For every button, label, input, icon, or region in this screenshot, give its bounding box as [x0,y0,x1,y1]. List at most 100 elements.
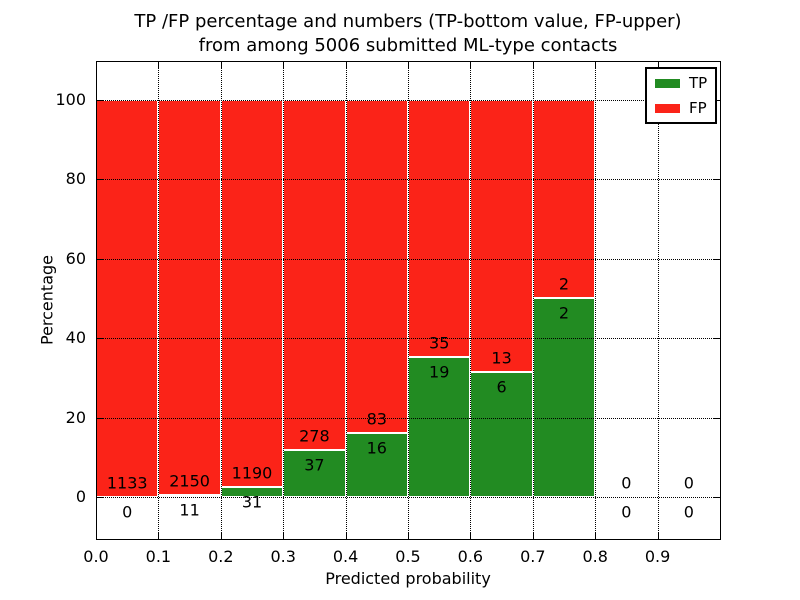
fp-count-label: 35 [429,333,450,353]
x-tick-bottom [470,532,472,538]
x-tick-bottom [283,532,285,538]
y-gridline [96,338,720,340]
x-gridline [283,61,285,539]
tp-count-label: 37 [304,455,325,475]
y-tick-left [97,179,103,181]
fp-bar-segment [220,99,284,487]
fp-count-label: 278 [299,426,330,446]
x-tick-label: 0.1 [145,547,172,566]
x-tick-bottom [408,532,409,538]
y-tick-right [713,417,719,419]
legend-label-fp: FP [689,99,707,117]
fp-count-label: 13 [491,348,512,368]
x-tick-top [96,62,97,68]
x-axis-label: Predicted probability [325,569,491,588]
tp-bar-segment [470,371,533,497]
x-tick-top [657,62,659,68]
x-gridline [220,61,222,539]
y-tick-left [97,258,103,260]
x-tick-label: 0.0 [83,547,109,566]
fp-bar-segment [158,99,221,495]
x-tick-label: 0.6 [457,547,484,566]
x-gridline [158,61,160,539]
x-tick-top [345,62,347,68]
tp-count-label: 0 [122,502,133,522]
x-gridline [345,61,347,539]
tp-count-label: 16 [366,438,387,458]
fp-bar-segment [345,99,408,433]
x-tick-top [408,62,409,68]
fp-count-label: 2 [558,274,570,294]
tp-count-label: 6 [496,377,507,397]
x-gridline [657,61,659,539]
fp-bar-segment [470,99,533,372]
x-gridline [470,61,472,539]
fp-count-label: 1190 [231,463,273,483]
y-gridline [96,99,720,101]
x-tick-label: 0.4 [332,547,359,566]
tp-bar-segment [283,450,346,497]
y-tick-label: 60 [65,248,86,268]
x-tick-bottom [220,532,222,538]
x-tick-bottom [532,532,534,538]
x-tick-bottom [595,532,597,538]
chart-title-line1: TP /FP percentage and numbers (TP-bottom… [134,11,682,32]
x-tick-top [283,62,285,68]
x-tick-bottom [657,532,659,538]
tp-color-swatch [655,78,680,88]
y-tick-left [97,99,103,101]
x-tick-label: 0.5 [395,547,421,566]
x-gridline [532,61,534,539]
y-tick-right [713,338,719,340]
tp-count-label: 2 [558,303,570,323]
x-tick-top [470,62,472,68]
y-tick-left [97,417,103,419]
y-gridline [96,258,720,260]
fp-bar-segment [96,99,159,497]
y-tick-left [97,496,103,498]
tp-count-label: 31 [241,492,263,512]
x-tick-bottom [96,532,97,538]
legend-entry-fp: FP [655,100,707,116]
chart-title: TP /FP percentage and numbers (TP-bottom… [96,10,720,58]
y-tick-right [713,179,719,181]
fp-count-label: 0 [621,473,632,493]
y-tick-label: 20 [65,407,86,427]
x-tick-top [220,62,222,68]
x-tick-label: 0.3 [270,547,296,566]
fp-bar-segment [532,99,596,299]
fp-color-swatch [655,103,680,113]
chart-title-line2: from among 5006 submitted ML-type contac… [198,35,618,56]
tp-count-label: 19 [429,362,450,382]
y-tick-left [97,338,103,340]
fp-bar-segment [283,99,346,451]
fp-count-label: 2150 [169,471,210,491]
fp-count-label: 0 [683,473,694,493]
tp-bar-segment [532,298,596,497]
y-tick-right [713,496,719,498]
fp-count-label: 83 [366,409,387,429]
y-tick-label: 0 [75,486,86,506]
x-tick-label: 0.8 [582,547,608,566]
fp-count-label: 1133 [106,473,148,493]
tp-count-label: 11 [179,500,200,520]
x-tick-top [158,62,160,68]
x-tick-top [532,62,534,68]
y-tick-label: 100 [55,89,86,109]
tp-count-label: 0 [621,502,632,522]
x-tick-bottom [158,532,160,538]
x-tick-label: 0.7 [520,547,546,566]
y-tick-label: 80 [65,169,86,189]
x-tick-top [595,62,597,68]
x-gridline [408,61,409,539]
fp-bar-segment [408,99,471,358]
x-tick-label: 0.2 [208,547,234,566]
y-gridline [96,417,720,419]
x-tick-label: 0.9 [644,547,671,566]
tp-count-label: 0 [683,502,694,522]
x-gridline [595,61,597,539]
legend-entry-tp: TP [655,75,707,91]
y-tick-right [713,258,719,260]
x-tick-bottom [345,532,347,538]
